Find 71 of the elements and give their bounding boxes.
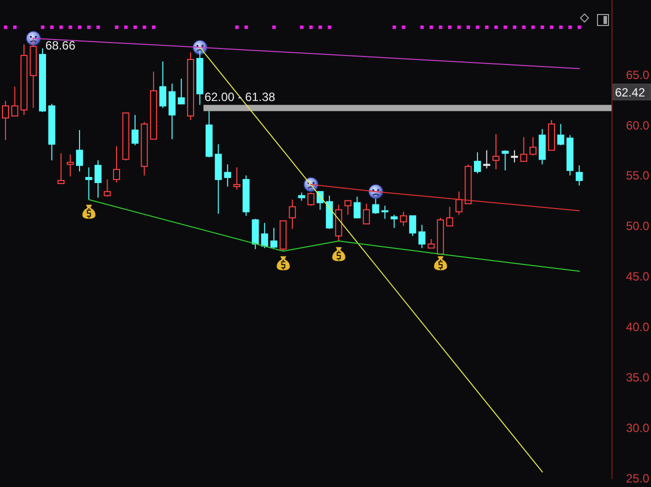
- candlestick: [288, 199, 296, 230]
- point: [332, 247, 346, 262]
- point: [559, 25, 563, 29]
- candlestick: [224, 164, 232, 188]
- candlestick: [510, 150, 518, 163]
- point: [550, 25, 554, 29]
- point: [568, 25, 572, 29]
- point: [512, 25, 516, 29]
- candlestick: [381, 205, 388, 220]
- y-tick-label: 45.0: [626, 270, 650, 284]
- point: [392, 25, 396, 29]
- point: [96, 25, 100, 29]
- point: [494, 25, 498, 29]
- point: [485, 25, 489, 29]
- y-tick-label: 60.0: [626, 118, 650, 132]
- y-tick-label: 35.0: [626, 370, 650, 384]
- point: [504, 25, 508, 29]
- point: [522, 25, 526, 29]
- y-tick-label: 25.0: [626, 471, 650, 486]
- line-series: [88, 199, 580, 272]
- point: [68, 25, 72, 29]
- candlestick: [538, 128, 546, 165]
- point: [531, 25, 535, 29]
- text: 62.42: [615, 86, 646, 100]
- point: [59, 25, 63, 29]
- candlestick: [76, 130, 84, 172]
- candlestick: [20, 44, 28, 116]
- point: [235, 25, 239, 29]
- point: [13, 25, 17, 29]
- point: [244, 25, 248, 29]
- point: [430, 25, 434, 29]
- y-tick-label: 55.0: [626, 168, 650, 183]
- point: [457, 25, 461, 29]
- point: [276, 256, 290, 270]
- point: [142, 25, 146, 29]
- point: [318, 25, 322, 29]
- point: [476, 25, 480, 29]
- point: [272, 25, 276, 29]
- point: [328, 25, 332, 29]
- candlestick: [492, 134, 500, 170]
- candlestick: [66, 154, 74, 177]
- point: [4, 25, 8, 29]
- point: [152, 25, 156, 29]
- point: [402, 25, 406, 29]
- point: [87, 25, 91, 29]
- point: [50, 25, 54, 29]
- y-tick-label: 50.0: [626, 219, 650, 234]
- point: [578, 25, 582, 29]
- point: [300, 25, 304, 29]
- y-tick-label: 30.0: [626, 420, 650, 435]
- candlestick: [576, 164, 583, 186]
- y-tick-label: 40.0: [626, 320, 650, 334]
- point: [540, 25, 544, 29]
- point: [420, 25, 424, 29]
- point: [309, 25, 313, 29]
- point: [124, 25, 128, 29]
- candlestick: [85, 166, 92, 200]
- point: [438, 25, 442, 29]
- candlestick: [168, 83, 176, 140]
- candlestick: [94, 160, 102, 198]
- point: [133, 25, 137, 29]
- point: [114, 25, 118, 29]
- point: [40, 25, 44, 29]
- y-tick-label: 65.0: [626, 68, 650, 82]
- point: [466, 25, 470, 29]
- point: [448, 25, 452, 29]
- annotation: 68.66: [45, 38, 76, 53]
- point: [82, 204, 96, 219]
- point: [78, 25, 82, 29]
- point: [434, 256, 448, 270]
- candlestick: [214, 144, 222, 214]
